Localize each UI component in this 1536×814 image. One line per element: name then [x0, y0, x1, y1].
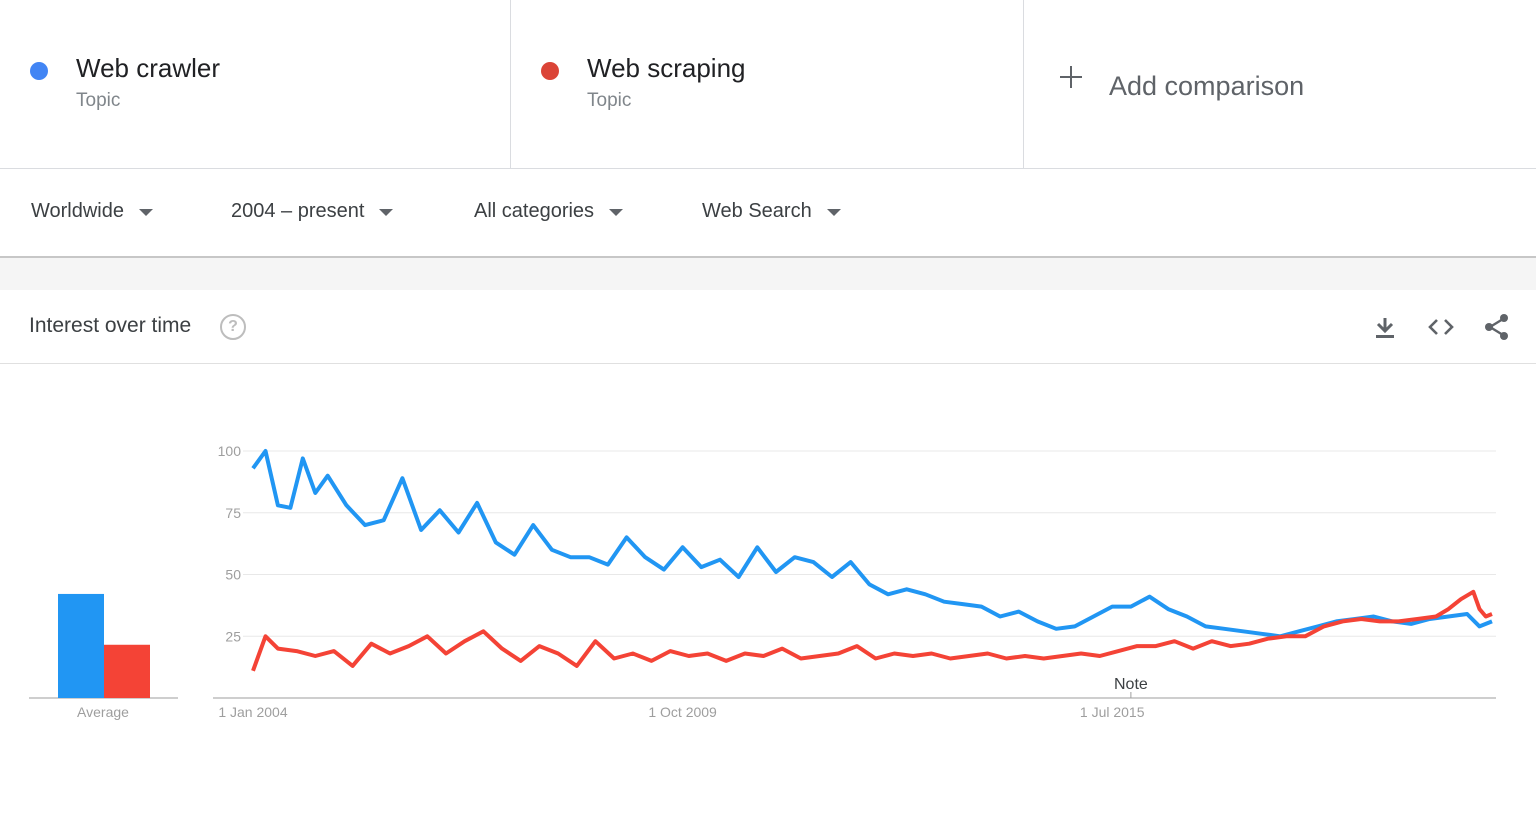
average-bar — [104, 644, 150, 698]
x-tick-label: 1 Jan 2004 — [218, 704, 287, 720]
help-circle-icon[interactable]: ? — [220, 314, 246, 340]
series-lines — [251, 449, 1493, 672]
y-tick-label: 75 — [225, 505, 241, 521]
term-card-web-crawler[interactable]: Web crawler Topic — [0, 0, 511, 168]
share-icon[interactable] — [1482, 312, 1512, 342]
plus-icon — [1060, 66, 1082, 88]
series-color-dot — [30, 62, 48, 80]
x-tick-label: 1 Oct 2009 — [648, 704, 717, 720]
caret-down-icon — [826, 209, 841, 216]
average-bars: Average — [29, 593, 178, 720]
average-bar — [58, 593, 104, 698]
filter-bar: Worldwide 2004 – present All categories … — [0, 169, 1536, 258]
caret-down-icon — [139, 209, 153, 216]
category-value: All categories — [474, 200, 595, 222]
term-name[interactable]: Web scraping — [587, 53, 746, 83]
time-range-value: 2004 – present — [231, 200, 365, 222]
series-line — [251, 589, 1493, 672]
y-tick-label: 50 — [225, 567, 241, 583]
search-type-value: Web Search — [702, 200, 812, 222]
comparison-bar: Web crawler Topic Web scraping Topic Add… — [0, 0, 1536, 169]
card-title: Interest over time — [29, 314, 192, 337]
term-type: Topic — [587, 90, 632, 111]
average-label: Average — [77, 704, 129, 720]
note-label: Note — [1114, 676, 1148, 693]
embed-code-icon[interactable] — [1426, 312, 1456, 342]
x-tick-label: 1 Jul 2015 — [1080, 704, 1145, 720]
caret-down-icon — [609, 209, 624, 216]
region-value: Worldwide — [31, 200, 124, 222]
region-dropdown[interactable]: Worldwide — [31, 200, 153, 223]
interest-over-time-header: Interest over time ? — [0, 290, 1536, 364]
term-type: Topic — [76, 90, 121, 111]
series-line — [251, 449, 1493, 639]
term-name[interactable]: Web crawler — [76, 53, 221, 83]
time-range-dropdown[interactable]: 2004 – present — [231, 200, 394, 223]
section-divider — [0, 258, 1536, 290]
download-icon[interactable] — [1370, 312, 1400, 342]
category-dropdown[interactable]: All categories — [474, 200, 624, 223]
y-tick-label: 100 — [218, 443, 242, 459]
note-marker[interactable]: Note — [1114, 676, 1148, 698]
series-color-dot — [541, 62, 559, 80]
axis-ticks: 25 50 75 100 1 Jan 2004 1 Oct 2009 1 Jul 2015 — [218, 443, 1145, 720]
search-type-dropdown[interactable]: Web Search — [702, 200, 841, 223]
term-card-web-scraping[interactable]: Web scraping Topic — [511, 0, 1024, 168]
y-tick-label: 25 — [225, 628, 241, 644]
add-comparison-button[interactable]: Add comparison — [1024, 0, 1536, 168]
add-comparison-label: Add comparison — [1109, 71, 1305, 101]
caret-down-icon — [379, 209, 394, 216]
